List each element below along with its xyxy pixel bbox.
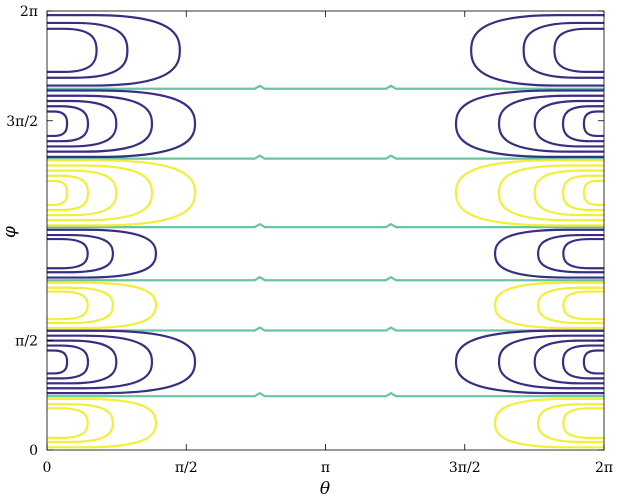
contour-right-1-1 — [497, 334, 604, 390]
contour-right-5-1 — [497, 94, 604, 153]
y-tick-label-3: 2π — [20, 4, 38, 20]
zero-contour-3 — [47, 222, 604, 229]
contour-left-3-2 — [47, 237, 89, 270]
contour-right-0-1 — [537, 403, 604, 444]
contour-right-3-0 — [493, 228, 604, 279]
y-axis-label: φ — [0, 226, 20, 238]
x-tick-label-0: 0 — [43, 460, 52, 476]
contour-right-3-1 — [537, 233, 604, 274]
contour-lines — [47, 14, 604, 449]
contour-left-2-2 — [47, 290, 89, 321]
contour-right-1-4 — [582, 349, 604, 375]
contour-right-1-0 — [454, 329, 604, 395]
contour-left-6-0 — [47, 14, 181, 87]
axis-ticks: 0 π/2 π 3π/2 2π 0 π/2 3π/2 2π — [6, 4, 613, 476]
contour-left-1-0 — [47, 329, 197, 395]
contour-left-0-0 — [47, 397, 158, 449]
contour-left-5-1 — [47, 94, 154, 153]
y-tick-label-2: 3π/2 — [6, 114, 38, 130]
contour-right-1-3 — [561, 344, 604, 380]
contour-right-2-2 — [562, 290, 604, 321]
contour-right-5-3 — [561, 105, 604, 143]
contour-right-0-2 — [562, 407, 604, 439]
contour-left-6-1 — [47, 21, 129, 79]
contour-left-1-3 — [47, 344, 90, 380]
contour-right-4-4 — [582, 179, 604, 206]
contour-left-5-2 — [47, 99, 118, 148]
zero-contour-4 — [47, 154, 604, 160]
x-tick-label-4: 2π — [595, 460, 613, 476]
contour-left-1-2 — [47, 339, 118, 385]
contour-left-2-1 — [47, 286, 114, 325]
zero-contour-2 — [47, 275, 604, 282]
zero-contour-0 — [47, 391, 604, 398]
zero-contour-1 — [47, 326, 604, 332]
contour-right-5-0 — [454, 89, 604, 158]
x-tick-label-2: π — [321, 460, 330, 476]
contour-right-0-0 — [493, 397, 604, 449]
x-tick-label-1: π/2 — [175, 460, 198, 476]
contour-left-1-1 — [47, 334, 154, 390]
contour-left-4-4 — [47, 179, 69, 206]
contour-left-5-3 — [47, 105, 90, 143]
contour-left-0-1 — [47, 403, 114, 444]
contour-left-0-2 — [47, 407, 89, 439]
contour-right-1-2 — [533, 339, 604, 385]
contour-right-6-1 — [522, 21, 604, 79]
contour-left-5-4 — [47, 110, 69, 138]
contour-right-6-0 — [470, 14, 604, 87]
contour-right-2-0 — [493, 281, 604, 330]
contour-right-5-2 — [533, 99, 604, 148]
contour-left-3-0 — [47, 228, 158, 279]
contour-left-5-0 — [47, 89, 197, 158]
contour-left-6-2 — [47, 27, 98, 73]
contour-left-4-1 — [47, 164, 154, 222]
contour-left-3-1 — [47, 233, 114, 274]
contour-left-4-3 — [47, 174, 90, 212]
contour-left-1-4 — [47, 349, 69, 375]
y-tick-label-0: 0 — [29, 443, 38, 459]
contour-right-5-4 — [582, 110, 604, 138]
contour-right-4-2 — [533, 169, 604, 217]
contour-left-2-0 — [47, 281, 158, 330]
contour-right-4-1 — [497, 164, 604, 222]
contour-right-4-0 — [454, 159, 604, 227]
contour-left-4-0 — [47, 159, 197, 227]
y-tick-label-1: π/2 — [15, 333, 38, 349]
contour-right-6-2 — [553, 27, 604, 73]
contour-right-2-1 — [537, 286, 604, 325]
contour-left-4-2 — [47, 169, 118, 217]
contour-right-3-2 — [562, 237, 604, 270]
x-tick-label-3: 3π/2 — [449, 460, 481, 476]
zero-contour-5 — [47, 84, 604, 90]
x-axis-label: θ — [320, 479, 330, 498]
plot-area — [47, 11, 604, 450]
contour-right-4-3 — [561, 174, 604, 212]
